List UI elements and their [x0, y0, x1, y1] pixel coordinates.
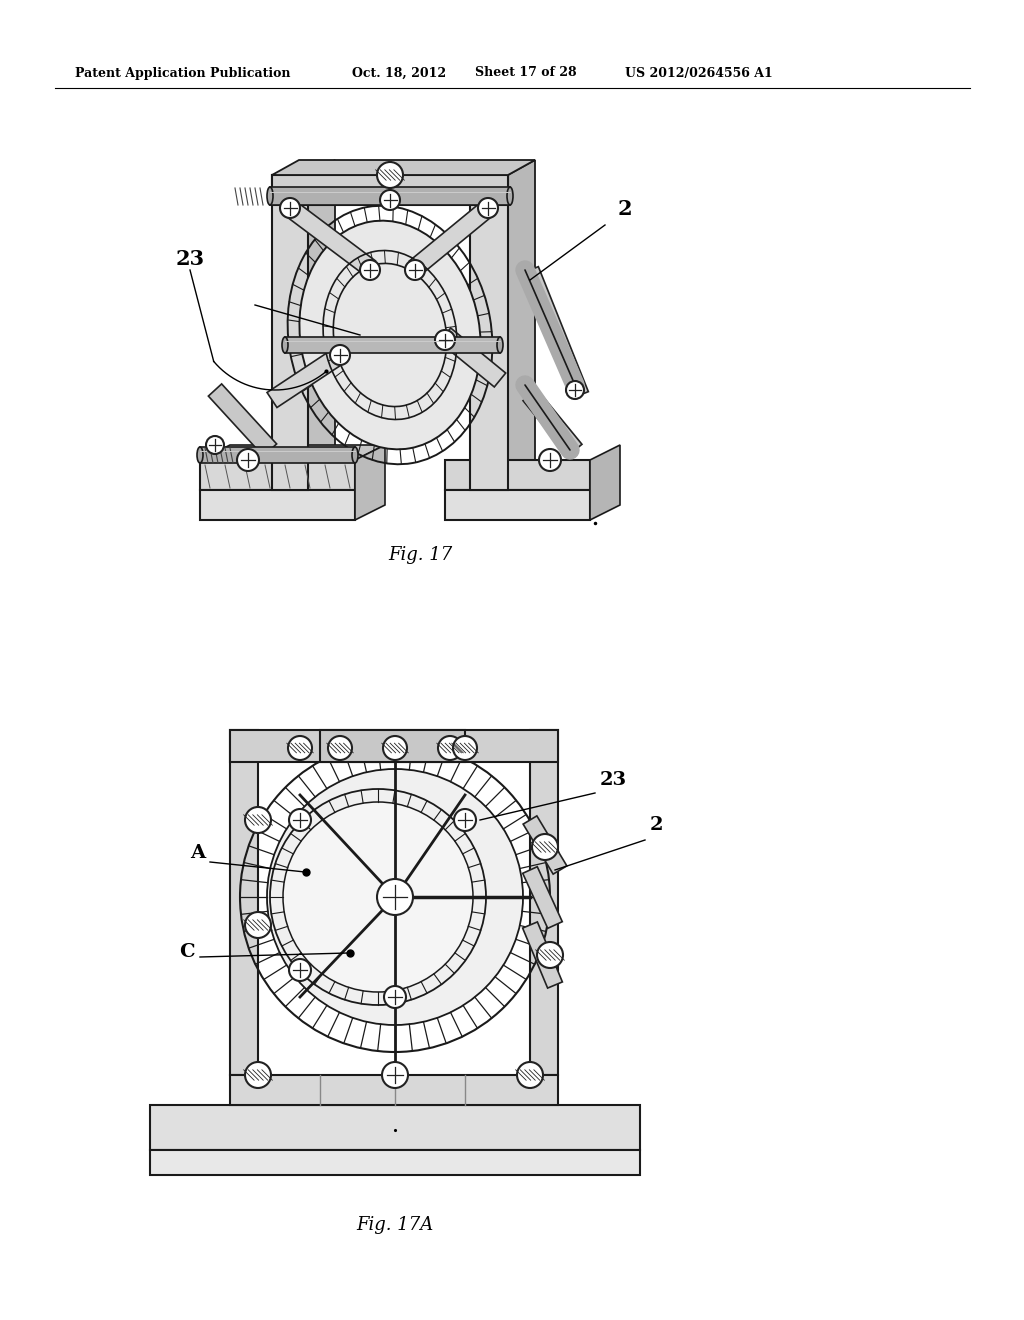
Circle shape: [328, 737, 352, 760]
Polygon shape: [523, 816, 567, 874]
Polygon shape: [272, 176, 508, 205]
Circle shape: [330, 345, 350, 366]
Circle shape: [435, 330, 455, 350]
Bar: [200, 447, 355, 463]
Circle shape: [382, 1063, 408, 1088]
Circle shape: [289, 960, 311, 981]
Ellipse shape: [267, 187, 273, 205]
Circle shape: [478, 198, 498, 218]
Polygon shape: [230, 1074, 558, 1105]
Text: Sheet 17 of 28: Sheet 17 of 28: [475, 66, 577, 79]
Circle shape: [206, 436, 224, 454]
Text: Fig. 17A: Fig. 17A: [356, 1216, 433, 1234]
Polygon shape: [230, 730, 258, 1074]
Polygon shape: [439, 329, 506, 387]
Circle shape: [453, 737, 477, 760]
Text: Oct. 18, 2012: Oct. 18, 2012: [352, 66, 446, 79]
Polygon shape: [523, 389, 582, 455]
Polygon shape: [200, 490, 355, 520]
Text: 23: 23: [600, 771, 627, 789]
Text: 2: 2: [617, 199, 632, 219]
Text: 2: 2: [650, 816, 664, 834]
Bar: [285, 337, 500, 352]
Polygon shape: [445, 490, 590, 520]
Polygon shape: [285, 201, 376, 275]
Polygon shape: [272, 176, 308, 490]
Polygon shape: [508, 160, 535, 490]
Circle shape: [438, 737, 462, 760]
Polygon shape: [308, 160, 335, 490]
Circle shape: [377, 162, 403, 187]
Polygon shape: [208, 384, 276, 457]
Text: US 2012/0264556 A1: US 2012/0264556 A1: [625, 66, 773, 79]
Circle shape: [245, 1063, 271, 1088]
Circle shape: [380, 190, 400, 210]
Ellipse shape: [507, 187, 513, 205]
Circle shape: [406, 260, 425, 280]
Polygon shape: [590, 445, 620, 520]
Circle shape: [288, 737, 312, 760]
Text: Patent Application Publication: Patent Application Publication: [75, 66, 291, 79]
Ellipse shape: [497, 337, 503, 352]
Bar: [270, 187, 510, 205]
Ellipse shape: [197, 447, 203, 463]
Circle shape: [537, 942, 563, 968]
Polygon shape: [230, 730, 558, 762]
Polygon shape: [319, 730, 465, 762]
Polygon shape: [150, 1105, 640, 1150]
Circle shape: [532, 834, 558, 861]
Circle shape: [517, 1063, 543, 1088]
Ellipse shape: [283, 803, 473, 993]
Circle shape: [377, 879, 413, 915]
Polygon shape: [521, 267, 589, 399]
Polygon shape: [522, 867, 562, 928]
Circle shape: [245, 807, 271, 833]
Circle shape: [566, 381, 584, 399]
Polygon shape: [355, 445, 385, 520]
Polygon shape: [200, 445, 385, 459]
Text: Fig. 17: Fig. 17: [388, 546, 453, 564]
Ellipse shape: [267, 770, 523, 1026]
Polygon shape: [470, 176, 508, 490]
Polygon shape: [267, 347, 345, 408]
Polygon shape: [522, 921, 562, 989]
Circle shape: [454, 809, 476, 832]
Ellipse shape: [282, 337, 288, 352]
Circle shape: [289, 809, 311, 832]
Polygon shape: [150, 1150, 640, 1175]
Circle shape: [280, 198, 300, 218]
Polygon shape: [410, 201, 494, 275]
Text: 23: 23: [175, 249, 205, 269]
Circle shape: [360, 260, 380, 280]
Circle shape: [539, 449, 561, 471]
Polygon shape: [445, 459, 590, 490]
Polygon shape: [272, 160, 535, 176]
Text: A: A: [189, 843, 205, 862]
Text: C: C: [179, 942, 195, 961]
Circle shape: [384, 986, 406, 1008]
Ellipse shape: [299, 220, 480, 449]
Ellipse shape: [352, 447, 358, 463]
Polygon shape: [200, 459, 355, 490]
Circle shape: [245, 912, 271, 939]
Circle shape: [237, 449, 259, 471]
Circle shape: [383, 737, 407, 760]
Polygon shape: [530, 730, 558, 1074]
